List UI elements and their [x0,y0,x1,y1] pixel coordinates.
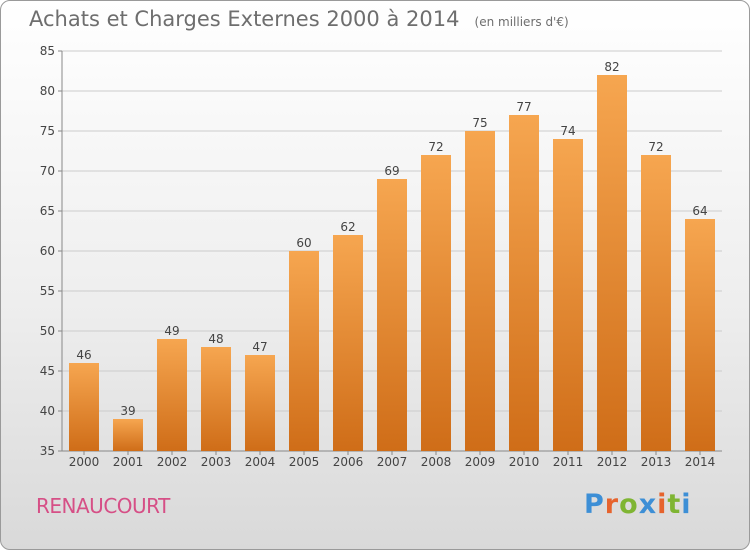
data-label: 74 [560,124,575,138]
data-label: 69 [384,164,399,178]
y-tick-label: 70 [40,164,55,178]
proxiti-logo: Proxiti [584,489,692,520]
bar [201,347,231,451]
bar [597,75,627,451]
data-label: 72 [648,140,663,154]
data-label: 60 [296,236,311,250]
bar [333,235,363,451]
chart-title: Achats et Charges Externes 2000 à 2014 [29,7,460,31]
x-tick-label: 2004 [245,455,276,469]
place-name: RENAUCOURT [36,494,170,518]
y-tick-label: 40 [40,404,55,418]
x-tick-label: 2010 [509,455,540,469]
x-tick-label: 2003 [201,455,232,469]
x-tick-label: 2008 [421,455,452,469]
data-label: 62 [340,220,355,234]
y-tick-label: 85 [40,44,55,58]
bar [509,115,539,451]
chart-subtitle: (en milliers d'€) [474,15,569,29]
x-tick-label: 2005 [289,455,320,469]
data-label: 48 [208,332,223,346]
y-tick-label: 50 [40,324,55,338]
data-label: 75 [472,116,487,130]
y-tick-label: 80 [40,84,55,98]
x-tick-label: 2013 [641,455,672,469]
bar [69,363,99,451]
bar [553,139,583,451]
bar [421,155,451,451]
x-tick-label: 2000 [69,455,100,469]
bar [377,179,407,451]
x-tick-label: 2006 [333,455,364,469]
bar [465,131,495,451]
bars [69,75,715,451]
data-label: 72 [428,140,443,154]
labels: 46 2000 39 2001 49 2002 48 2003 47 2004 60 2005 62 20… [69,60,716,469]
logo-letter: t [667,489,682,520]
y-tick-label: 35 [40,444,55,458]
bar [245,355,275,451]
bar [685,219,715,451]
x-tick-label: 2007 [377,455,408,469]
bar [113,419,143,451]
data-label: 77 [516,100,531,114]
x-tick-label: 2009 [465,455,496,469]
y-tick-label: 55 [40,284,55,298]
y-tick-label: 75 [40,124,55,138]
data-label: 39 [120,404,135,418]
x-tick-label: 2014 [685,455,716,469]
bar [157,339,187,451]
y-tick-label: 60 [40,244,55,258]
data-label: 64 [692,204,707,218]
x-tick-label: 2011 [553,455,584,469]
x-tick-label: 2001 [113,455,144,469]
y-tick-label: 65 [40,204,55,218]
data-label: 82 [604,60,619,74]
bar [641,155,671,451]
logo-letter: x [638,489,658,520]
x-tick-label: 2012 [597,455,628,469]
title-row: Achats et Charges Externes 2000 à 2014 (… [29,7,569,31]
logo-letter: o [619,489,639,520]
logo-letter: i [657,489,668,520]
x-tick-label: 2002 [157,455,188,469]
data-label: 47 [252,340,267,354]
logo-letter: i [681,489,692,520]
y-tick-label: 45 [40,364,55,378]
logo-letter: r [604,489,620,520]
logo-letter: P [584,489,605,520]
bar [289,251,319,451]
data-label: 46 [76,348,91,362]
data-label: 49 [164,324,179,338]
